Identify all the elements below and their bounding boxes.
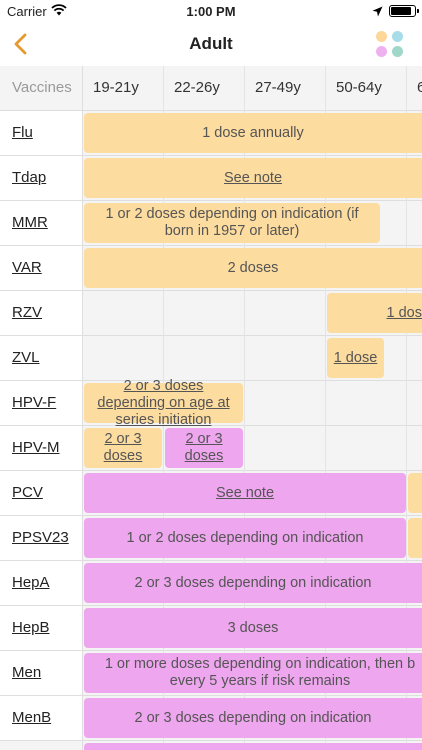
battery-level bbox=[391, 7, 411, 15]
row-header-hpv-m[interactable]: HPV-M bbox=[0, 426, 82, 470]
row-header-var[interactable]: VAR bbox=[0, 246, 82, 290]
column-header-19-21: 19-21y bbox=[83, 66, 163, 110]
bar-link-text[interactable]: 2 or 3 doses bbox=[184, 431, 224, 464]
row-header-men[interactable]: Men bbox=[0, 651, 82, 695]
battery-tip bbox=[417, 9, 419, 13]
grid-line bbox=[406, 66, 407, 750]
grid-line bbox=[244, 66, 245, 750]
legend-dot-pink bbox=[376, 46, 387, 57]
bar-text: 3 doses bbox=[227, 619, 279, 636]
grid-line bbox=[0, 110, 422, 111]
schedule-bar-zvl[interactable]: 1 dose bbox=[327, 338, 384, 378]
schedule-bar-var[interactable]: 2 doses bbox=[84, 248, 422, 288]
schedule-bar-pcv-65[interactable] bbox=[408, 473, 422, 513]
schedule-bar-men[interactable]: 1 or more doses depending on indication,… bbox=[84, 653, 422, 693]
grid-line bbox=[0, 560, 422, 561]
bar-text: 1 or more doses depending on indication,… bbox=[104, 656, 416, 689]
grid-line bbox=[0, 695, 422, 696]
row-header-hepa[interactable]: HepA bbox=[0, 561, 82, 605]
corner-header-vaccines: Vaccines bbox=[0, 66, 82, 110]
grid-line bbox=[82, 66, 83, 750]
legend-dot-blue bbox=[392, 31, 403, 42]
schedule-bar-rzv[interactable]: 1 dos bbox=[327, 293, 422, 333]
row-header-hpv-f[interactable]: HPV-F bbox=[0, 381, 82, 425]
color-legend-button[interactable] bbox=[374, 30, 406, 60]
location-arrow-icon bbox=[372, 5, 383, 20]
page-title: Adult bbox=[189, 34, 233, 53]
schedule-bar-hpv-m-1[interactable]: 2 or 3 doses bbox=[84, 428, 162, 468]
column-header-22-26: 22-26y bbox=[164, 66, 244, 110]
grid-line bbox=[0, 605, 422, 606]
status-bar: Carrier 1:00 PM bbox=[0, 0, 422, 22]
column-header-27-49: 27-49y bbox=[245, 66, 325, 110]
schedule-bar-pcv[interactable]: See note bbox=[84, 473, 406, 513]
grid-line bbox=[0, 290, 422, 291]
schedule-bar-ppsv23[interactable]: 1 or 2 doses depending on indication bbox=[84, 518, 406, 558]
grid-line bbox=[0, 335, 422, 336]
grid-line bbox=[0, 425, 422, 426]
bar-text: 2 or 3 doses depending on indication bbox=[134, 574, 372, 591]
row-header-hepb[interactable]: HepB bbox=[0, 606, 82, 650]
row-header-zvl[interactable]: ZVL bbox=[0, 336, 82, 380]
legend-dot-yellow bbox=[376, 31, 387, 42]
row-header-mmr[interactable]: MMR bbox=[0, 201, 82, 245]
grid-line bbox=[0, 650, 422, 651]
schedule-bar-hpv-m-2[interactable]: 2 or 3 doses bbox=[165, 428, 243, 468]
row-header-pcv[interactable]: PCV bbox=[0, 471, 82, 515]
bar-text: 1 dose annually bbox=[202, 124, 304, 141]
grid-line bbox=[0, 470, 422, 471]
column-header-65-plus: 6 bbox=[407, 66, 422, 110]
row-header-menb[interactable]: MenB bbox=[0, 696, 82, 740]
bar-text: 1 or 2 doses depending on indication bbox=[126, 529, 364, 546]
back-button[interactable] bbox=[8, 30, 36, 58]
row-header-ppsv23[interactable]: PPSV23 bbox=[0, 516, 82, 560]
schedule-bar-tdap[interactable]: See note bbox=[84, 158, 422, 198]
wifi-icon bbox=[51, 4, 67, 19]
schedule-bar-hpv-f[interactable]: 2 or 3 doses depending on age at series … bbox=[84, 378, 243, 428]
clock-time: 1:00 PM bbox=[186, 4, 236, 19]
grid-line bbox=[0, 380, 422, 381]
chevron-left-icon bbox=[14, 33, 27, 55]
bar-text: 2 or 3 doses depending on indication bbox=[134, 709, 372, 726]
bar-text: 2 doses bbox=[227, 259, 279, 276]
schedule-bar-hepb[interactable]: 3 doses bbox=[84, 608, 422, 648]
schedule-bar-menb[interactable]: 2 or 3 doses depending on indication bbox=[84, 698, 422, 738]
navigation-bar: Adult bbox=[0, 22, 422, 66]
grid-line bbox=[0, 740, 422, 741]
vaccine-schedule-grid[interactable]: Vaccines 19-21y 22-26y 27-49y 50-64y 6 F… bbox=[0, 66, 422, 750]
schedule-bar-mmr[interactable]: 1 or 2 doses depending on indication (if… bbox=[84, 203, 380, 243]
bar-link-text[interactable]: 1 dos bbox=[386, 304, 422, 321]
bar-link-text[interactable]: 2 or 3 doses depending on age at series … bbox=[97, 377, 230, 428]
bar-link-text[interactable]: See note bbox=[223, 169, 283, 186]
bar-link-text[interactable]: See note bbox=[215, 484, 275, 501]
row-header-flu[interactable]: Flu bbox=[0, 111, 82, 155]
schedule-bar-ppsv23-65[interactable] bbox=[408, 518, 422, 558]
grid-line bbox=[0, 245, 422, 246]
legend-dot-green bbox=[392, 46, 403, 57]
grid-line bbox=[0, 515, 422, 516]
schedule-bar-flu[interactable]: 1 dose annually bbox=[84, 113, 422, 153]
grid-line bbox=[0, 155, 422, 156]
grid-line bbox=[325, 66, 326, 750]
bar-link-text[interactable]: 1 dose bbox=[333, 349, 378, 366]
grid-line bbox=[0, 200, 422, 201]
battery-icon bbox=[389, 5, 419, 17]
bar-text: 1 or 2 doses depending on indication (if… bbox=[105, 206, 359, 239]
row-header-rzv[interactable]: RZV bbox=[0, 291, 82, 335]
schedule-bar-next-row[interactable] bbox=[84, 743, 422, 750]
column-header-50-64: 50-64y bbox=[326, 66, 406, 110]
bar-link-text[interactable]: 2 or 3 doses bbox=[103, 431, 143, 464]
schedule-bar-hepa[interactable]: 2 or 3 doses depending on indication bbox=[84, 563, 422, 603]
carrier-label: Carrier bbox=[7, 4, 47, 19]
row-header-tdap[interactable]: Tdap bbox=[0, 156, 82, 200]
